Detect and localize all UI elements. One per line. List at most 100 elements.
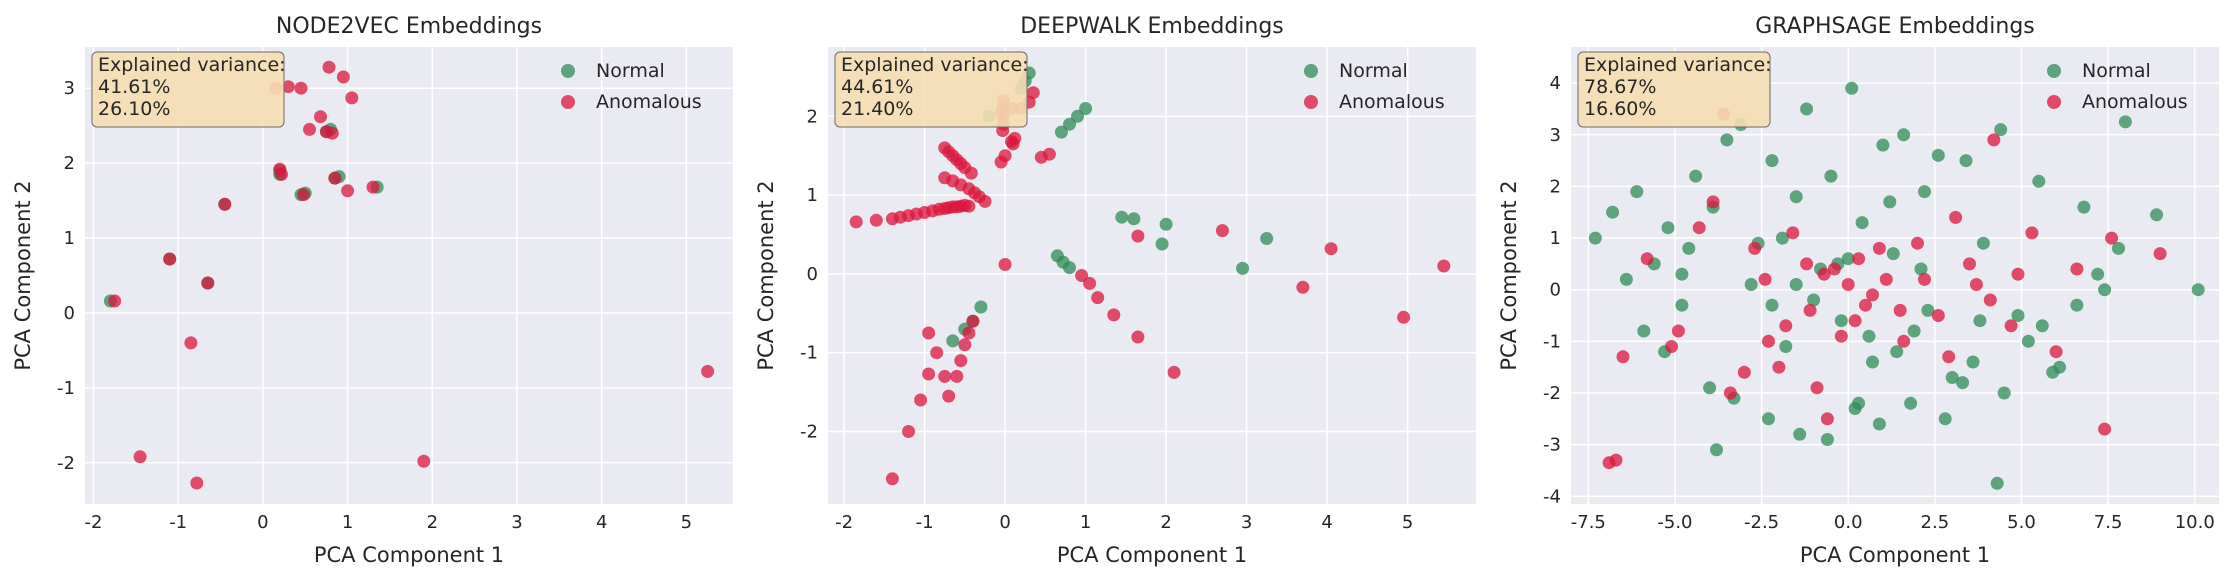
anomalous-point bbox=[1131, 229, 1145, 243]
anomalous-point bbox=[1437, 259, 1451, 273]
x-tick-label: -7.5 bbox=[1571, 512, 1606, 533]
x-tick-label: -5.0 bbox=[1657, 512, 1692, 533]
normal-point bbox=[1841, 252, 1855, 266]
normal-point bbox=[1866, 355, 1879, 369]
anomalous-point bbox=[303, 122, 316, 136]
anomalous-point bbox=[1083, 276, 1097, 290]
y-tick-label: 1 bbox=[64, 228, 75, 249]
anomalous-point bbox=[2153, 247, 2167, 261]
explained-variance-pc2: 16.60% bbox=[1584, 98, 1656, 120]
x-axis-label: PCA Component 1 bbox=[1800, 543, 1990, 567]
explained-variance-box-bg bbox=[91, 51, 285, 128]
normal-point bbox=[2021, 334, 2035, 348]
y-tick-label: -4 bbox=[1543, 486, 1561, 507]
y-tick-label: 2 bbox=[64, 153, 75, 174]
legend: Normal Anomalous bbox=[2047, 60, 2188, 113]
y-tick-label: 2 bbox=[1550, 176, 1561, 197]
anomalous-point bbox=[1762, 334, 1775, 348]
x-tick-label: 0 bbox=[257, 512, 268, 533]
anomalous-point bbox=[1841, 278, 1855, 291]
anomalous-point bbox=[201, 276, 215, 290]
normal-point bbox=[1619, 272, 1633, 286]
normal-point bbox=[1775, 231, 1789, 245]
anomalous-point bbox=[314, 110, 327, 124]
anomalous-point bbox=[1091, 291, 1105, 305]
normal-point bbox=[1127, 212, 1141, 226]
anomalous-point bbox=[1987, 133, 2001, 147]
anomalous-point bbox=[2105, 231, 2119, 245]
anomalous-point bbox=[325, 126, 339, 140]
anomalous-point bbox=[1616, 350, 1630, 364]
anomalous-point bbox=[1949, 210, 1963, 224]
anomalous-point bbox=[962, 199, 976, 213]
anomalous-point bbox=[1640, 252, 1654, 266]
legend-label-normal: Normal bbox=[1339, 60, 1408, 82]
normal-point bbox=[1852, 396, 1866, 410]
anomalous-point bbox=[978, 194, 992, 208]
x-tick-label: 2 bbox=[427, 512, 438, 533]
anomalous-point bbox=[1737, 365, 1751, 379]
chart-title: GRAPHSAGE Embeddings bbox=[1755, 14, 2035, 39]
normal-point bbox=[1966, 355, 1980, 369]
normal-point bbox=[1789, 190, 1803, 204]
y-tick-label: 0 bbox=[807, 264, 818, 285]
legend-marker-anomalous bbox=[1304, 95, 1318, 109]
normal-point bbox=[1897, 128, 1911, 142]
y-tick-label: 3 bbox=[64, 78, 75, 99]
y-tick-label: 4 bbox=[1550, 73, 1561, 94]
anomalous-point bbox=[1810, 381, 1824, 395]
anomalous-point bbox=[108, 294, 122, 308]
anomalous-point bbox=[1758, 272, 1772, 286]
normal-point bbox=[1720, 133, 1734, 147]
normal-point bbox=[1907, 324, 1921, 338]
x-tick-label: -2 bbox=[835, 512, 853, 533]
anomalous-point bbox=[1786, 226, 1800, 240]
legend-label-anomalous: Anomalous bbox=[1339, 91, 1445, 113]
normal-point bbox=[1079, 102, 1093, 115]
anomalous-point bbox=[1852, 252, 1866, 266]
anomalous-point bbox=[966, 314, 980, 328]
x-tick-label: -1 bbox=[169, 512, 187, 533]
y-tick-label: 3 bbox=[1550, 125, 1561, 146]
y-tick-label: -1 bbox=[1543, 331, 1561, 352]
normal-point bbox=[1710, 443, 1723, 457]
normal-point bbox=[1063, 117, 1076, 131]
anomalous-point bbox=[2011, 267, 2025, 281]
normal-point bbox=[1956, 376, 1970, 390]
x-tick-label: 3 bbox=[1241, 512, 1252, 533]
anomalous-point bbox=[869, 213, 883, 227]
normal-point bbox=[1921, 303, 1935, 317]
explained-variance-label: Explained variance: bbox=[98, 54, 286, 76]
normal-point bbox=[1071, 109, 1084, 123]
anomalous-point bbox=[1779, 319, 1793, 333]
normal-point bbox=[1845, 81, 1859, 95]
normal-point bbox=[1834, 314, 1848, 328]
normal-point bbox=[1675, 267, 1689, 281]
normal-point bbox=[1260, 232, 1274, 245]
anomalous-point bbox=[914, 393, 928, 407]
explained-variance-pc2: 21.40% bbox=[841, 98, 913, 120]
normal-point bbox=[1762, 412, 1775, 426]
normal-point bbox=[1820, 433, 1834, 446]
normal-point bbox=[1661, 221, 1675, 235]
y-tick-label: -1 bbox=[57, 378, 75, 399]
anomalous-point bbox=[998, 258, 1012, 271]
anomalous-point bbox=[1820, 412, 1834, 426]
normal-point bbox=[1855, 216, 1869, 230]
normal-point bbox=[1807, 293, 1821, 307]
anomalous-point bbox=[417, 454, 431, 468]
anomalous-point bbox=[994, 155, 1008, 169]
legend-marker-normal bbox=[561, 64, 575, 78]
anomalous-point bbox=[336, 70, 350, 84]
anomalous-point bbox=[1167, 365, 1181, 379]
legend-label-normal: Normal bbox=[2082, 60, 2151, 82]
normal-point bbox=[1959, 154, 1973, 168]
normal-point bbox=[1606, 205, 1620, 219]
anomalous-point bbox=[294, 81, 308, 95]
anomalous-point bbox=[1665, 340, 1678, 353]
anomalous-point bbox=[885, 472, 899, 486]
anomalous-point bbox=[1872, 241, 1886, 255]
normal-point bbox=[946, 334, 960, 348]
x-tick-labels: -7.5 -5.0 -2.5 0.0 2.5 5.0 7.5 10.0 bbox=[1571, 512, 2215, 533]
